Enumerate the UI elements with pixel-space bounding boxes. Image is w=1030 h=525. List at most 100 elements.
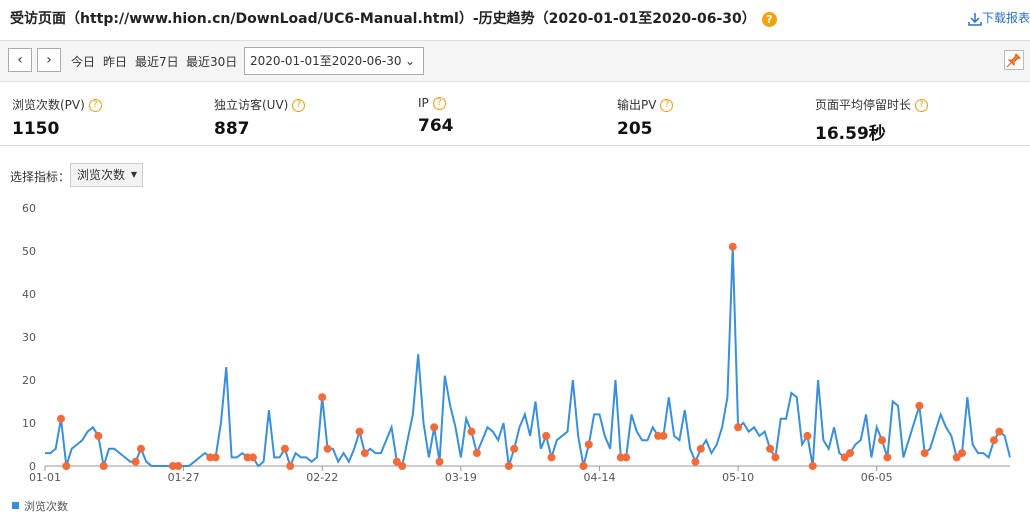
y-tick-label: 50 [22,245,36,258]
weekend-marker [211,453,220,462]
legend-label: 浏览次数 [24,499,68,513]
weekend-marker [995,427,1004,436]
weekend-marker [878,436,887,445]
pin-button[interactable] [1004,50,1024,70]
stat-value: 16.59秒 [815,124,886,144]
weekend-marker [318,393,327,402]
weekend-marker [920,449,929,458]
stat-value: 764 [418,116,454,136]
help-icon[interactable]: ? [761,11,777,27]
title-text: 受访页面（http://www.hion.cn/DownLoad/UC6-Man… [10,11,756,27]
stat: 独立访客(UV)? 887 [214,96,306,139]
quick-range[interactable]: 最近7日 [135,55,179,69]
weekend-marker [659,431,668,440]
weekend-marker [472,449,481,458]
y-tick-label: 30 [22,331,36,344]
stat: 页面平均停留时长? 16.59秒 [815,96,929,144]
weekend-marker [840,453,849,462]
stat-label: 输出PV [617,98,657,112]
weekend-marker [883,453,892,462]
weekend-marker [323,444,332,453]
x-tick-label: 01-27 [168,471,200,484]
stat-label: 页面平均停留时长 [815,98,912,112]
page-title: 受访页面（http://www.hion.cn/DownLoad/UC6-Man… [10,8,777,28]
dropdown-value: 浏览次数 [77,168,126,182]
x-tick-label: 01-01 [29,471,61,484]
weekend-marker [99,462,108,470]
stat-value: 205 [617,119,653,139]
weekend-marker [136,444,145,453]
weekend-marker [803,431,812,440]
y-tick-label: 60 [22,202,36,215]
weekend-marker [355,427,364,436]
x-tick-label: 06-05 [861,471,893,484]
weekend-marker [808,462,817,470]
weekend-marker [467,427,476,436]
weekend-marker [579,462,588,470]
weekend-marker [174,462,183,470]
y-tick-label: 20 [22,374,36,387]
weekend-marker [584,440,593,449]
stat: IP? 764 [418,96,454,136]
weekend-marker [734,423,743,432]
prev-button[interactable]: ‹ [8,48,32,72]
line [45,246,1011,469]
weekend-marker [168,462,177,470]
quick-range[interactable]: 最近30日 [186,55,238,69]
weekend-marker [542,431,551,440]
stat-label: 浏览次数(PV) [12,98,85,112]
stat-value: 1150 [12,119,60,139]
weekend-marker [952,453,961,462]
weekend-marker [691,457,700,466]
weekend-marker [392,457,401,466]
weekend-marker [622,453,631,462]
x-tick-label: 04-14 [583,471,615,484]
selector-label: 选择指标： [10,170,71,184]
date-range-text: 2020-01-01至2020-06-30 [250,54,402,68]
pin-icon [1006,53,1021,68]
y-tick-label: 0 [29,460,36,473]
quick-range[interactable]: 昨日 [103,55,128,69]
next-button[interactable]: › [37,48,61,72]
weekend-marker [616,453,625,462]
weekend-marker [696,444,705,453]
weekend-marker [915,401,924,410]
legend-swatch [12,502,19,509]
weekend-marker [286,462,295,470]
y-tick-label: 40 [22,288,36,301]
weekend-marker [94,431,103,440]
x-tick-label: 02-22 [306,471,338,484]
weekend-marker [654,431,663,440]
x-tick-label: 05-10 [722,471,754,484]
divider [0,145,1030,146]
download-text[interactable]: 下载报表 [981,11,1030,25]
download-icon [968,12,982,26]
quick-range[interactable]: 今日 [71,55,96,69]
stat: 输出PV? 205 [617,96,674,139]
weekend-marker [958,449,967,458]
weekend-marker [766,444,775,453]
weekend-marker [771,453,780,462]
weekend-marker [398,462,407,470]
weekend-marker [243,453,252,462]
weekend-marker [510,444,519,453]
weekend-marker [131,457,140,466]
weekend-marker [248,453,257,462]
weekend-marker [990,436,999,445]
caret: ▼ [130,170,137,179]
weekend-marker [846,449,855,458]
stat-label: IP [418,96,429,110]
weekend-marker [360,449,369,458]
chevron: ⌄ [404,54,415,68]
date-range-picker[interactable]: 2020-01-01至2020-06-30 ⌄ [244,47,424,75]
stat-label: 独立访客(UV) [214,98,289,112]
stat-value: 887 [214,119,250,139]
stat: 浏览次数(PV)? 1150 [12,96,102,139]
toolbar: ‹ › 今日 昨日 最近7日 最近30日 2020-01-01至2020-06-… [0,40,1030,82]
weekend-marker [728,242,737,251]
metric-dropdown[interactable]: 浏览次数 ▼ [70,163,143,187]
x-tick-label: 03-19 [445,471,477,484]
weekend-marker [56,414,65,423]
download-link[interactable]: 下载报表 [968,9,1030,26]
